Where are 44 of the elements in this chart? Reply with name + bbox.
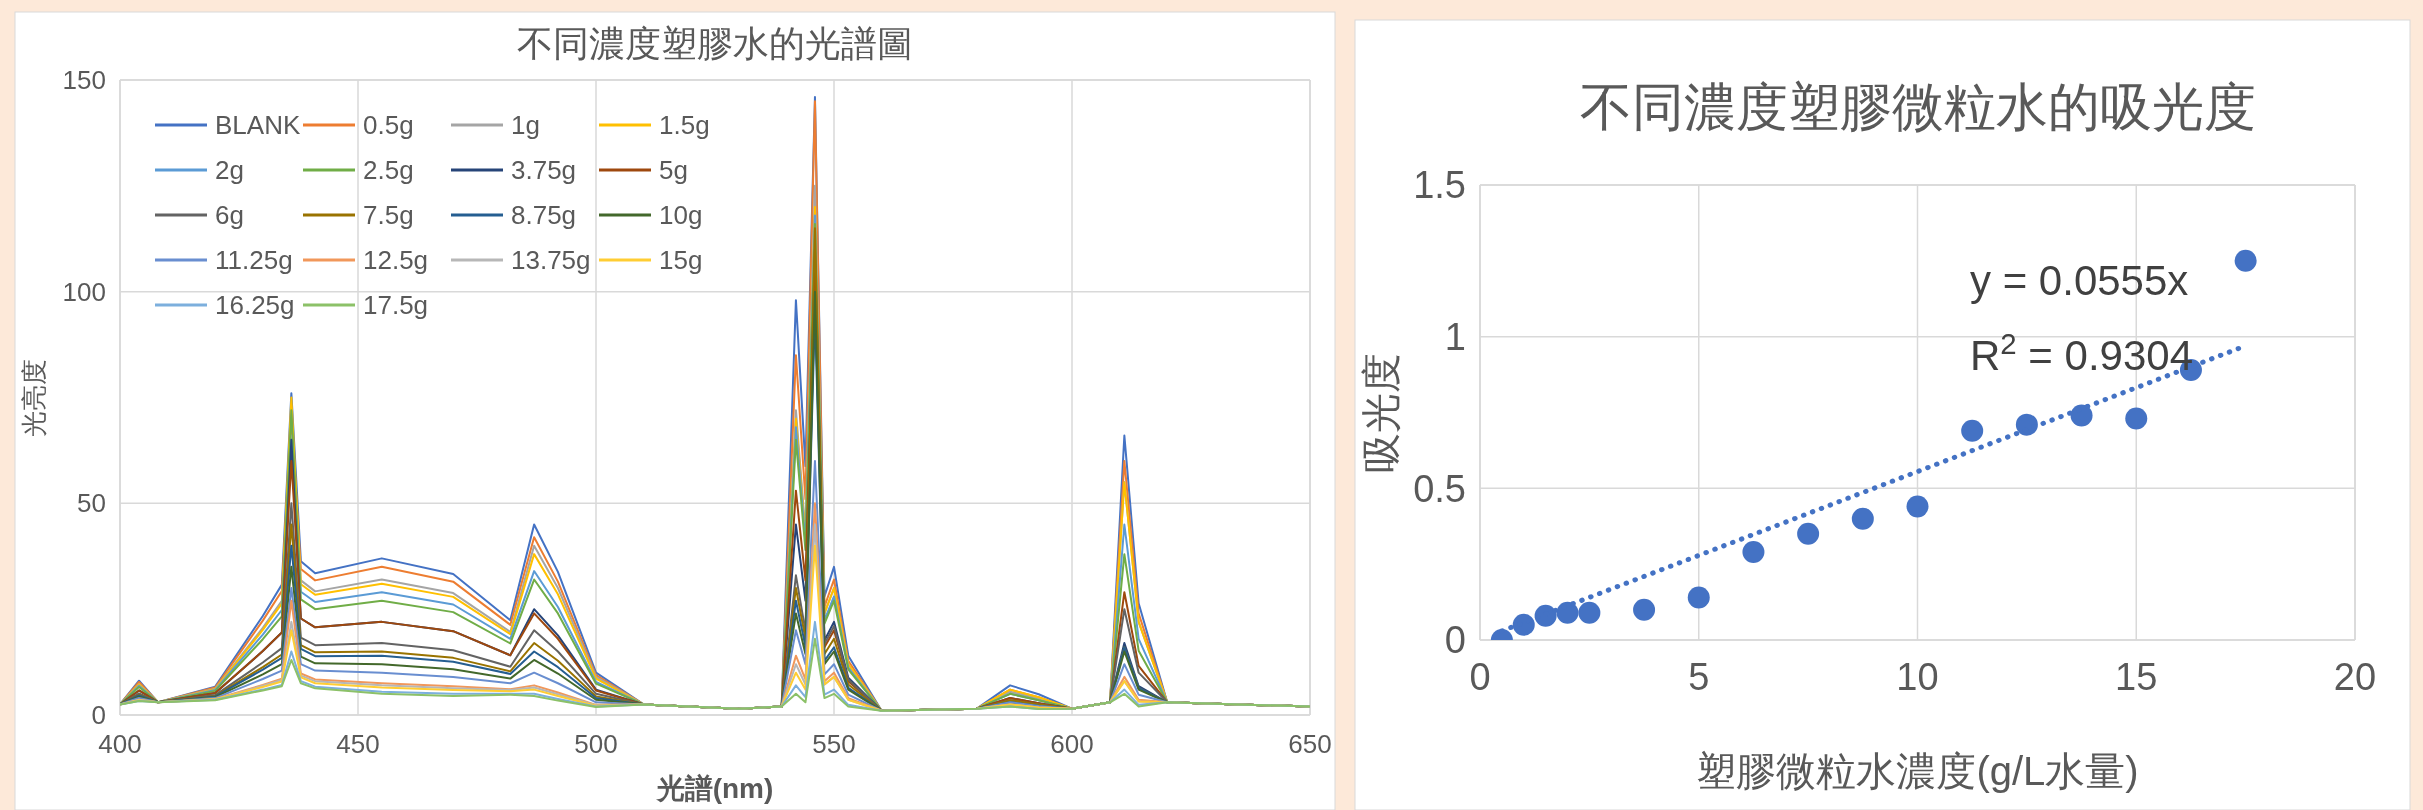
legend-label: 13.75g — [511, 245, 591, 275]
x-axis-title: 光譜(nm) — [654, 773, 774, 804]
legend-label: 2.5g — [363, 155, 414, 185]
x-tick-label: 400 — [98, 729, 142, 759]
chart-title: 不同濃度塑膠微粒水的吸光度 — [1579, 78, 2256, 136]
x-tick-label: 5 — [1688, 656, 1710, 698]
y-tick-label: 150 — [62, 65, 106, 96]
x-tick-label: 15 — [2115, 656, 2158, 698]
y-tick-label: 0.5 — [1413, 467, 1466, 510]
legend-label: 3.75g — [511, 155, 577, 185]
x-tick-label: 10 — [1896, 656, 1939, 698]
y-tick-label: 50 — [77, 488, 106, 519]
x-tick-label: 500 — [574, 729, 618, 759]
y-tick-label: 1 — [1444, 315, 1466, 358]
x-tick-label: 550 — [812, 729, 856, 759]
legend-label: 11.25g — [215, 245, 293, 275]
x-tick-label: 600 — [1050, 729, 1094, 759]
legend-label: 8.75g — [511, 200, 577, 230]
x-axis-title: 塑膠微粒水濃度(g/L水量) — [1696, 749, 2139, 793]
legend-label: 10g — [659, 200, 703, 230]
legend-label: 12.5g — [363, 245, 429, 275]
legend-label: 2g — [215, 155, 244, 185]
legend-label: 7.5g — [363, 200, 414, 230]
chart-title: 不同濃度塑膠水的光譜圖 — [517, 23, 913, 64]
legend-label: 16.25g — [215, 290, 295, 320]
x-tick-label: 450 — [336, 729, 380, 759]
y-tick-label: 100 — [62, 276, 106, 307]
annotation: y = 0.0555x — [1970, 257, 2189, 304]
legend-label: 1g — [511, 110, 540, 140]
y-axis-title: 光亮度 — [19, 358, 49, 437]
y-tick-label: 1.5 — [1413, 164, 1466, 207]
annotation: R$^{2}$ = 0.9304 — [1970, 326, 2194, 379]
legend-label: 0.5g — [363, 110, 414, 140]
y-tick-label: 0 — [1444, 619, 1466, 662]
legend-label: 5g — [659, 155, 688, 185]
y-axis-title: 吸光度 — [1359, 352, 1403, 473]
x-tick-label: 650 — [1288, 729, 1332, 759]
y-tick-label: 0 — [91, 700, 106, 731]
legend-label: 6g — [215, 200, 244, 230]
legend-label: 17.5g — [363, 290, 429, 320]
legend-label: BLANK — [215, 110, 301, 140]
legend-label: 15g — [659, 245, 703, 275]
legend-label: 1.5g — [659, 110, 710, 140]
x-tick-label: 20 — [2333, 656, 2377, 698]
